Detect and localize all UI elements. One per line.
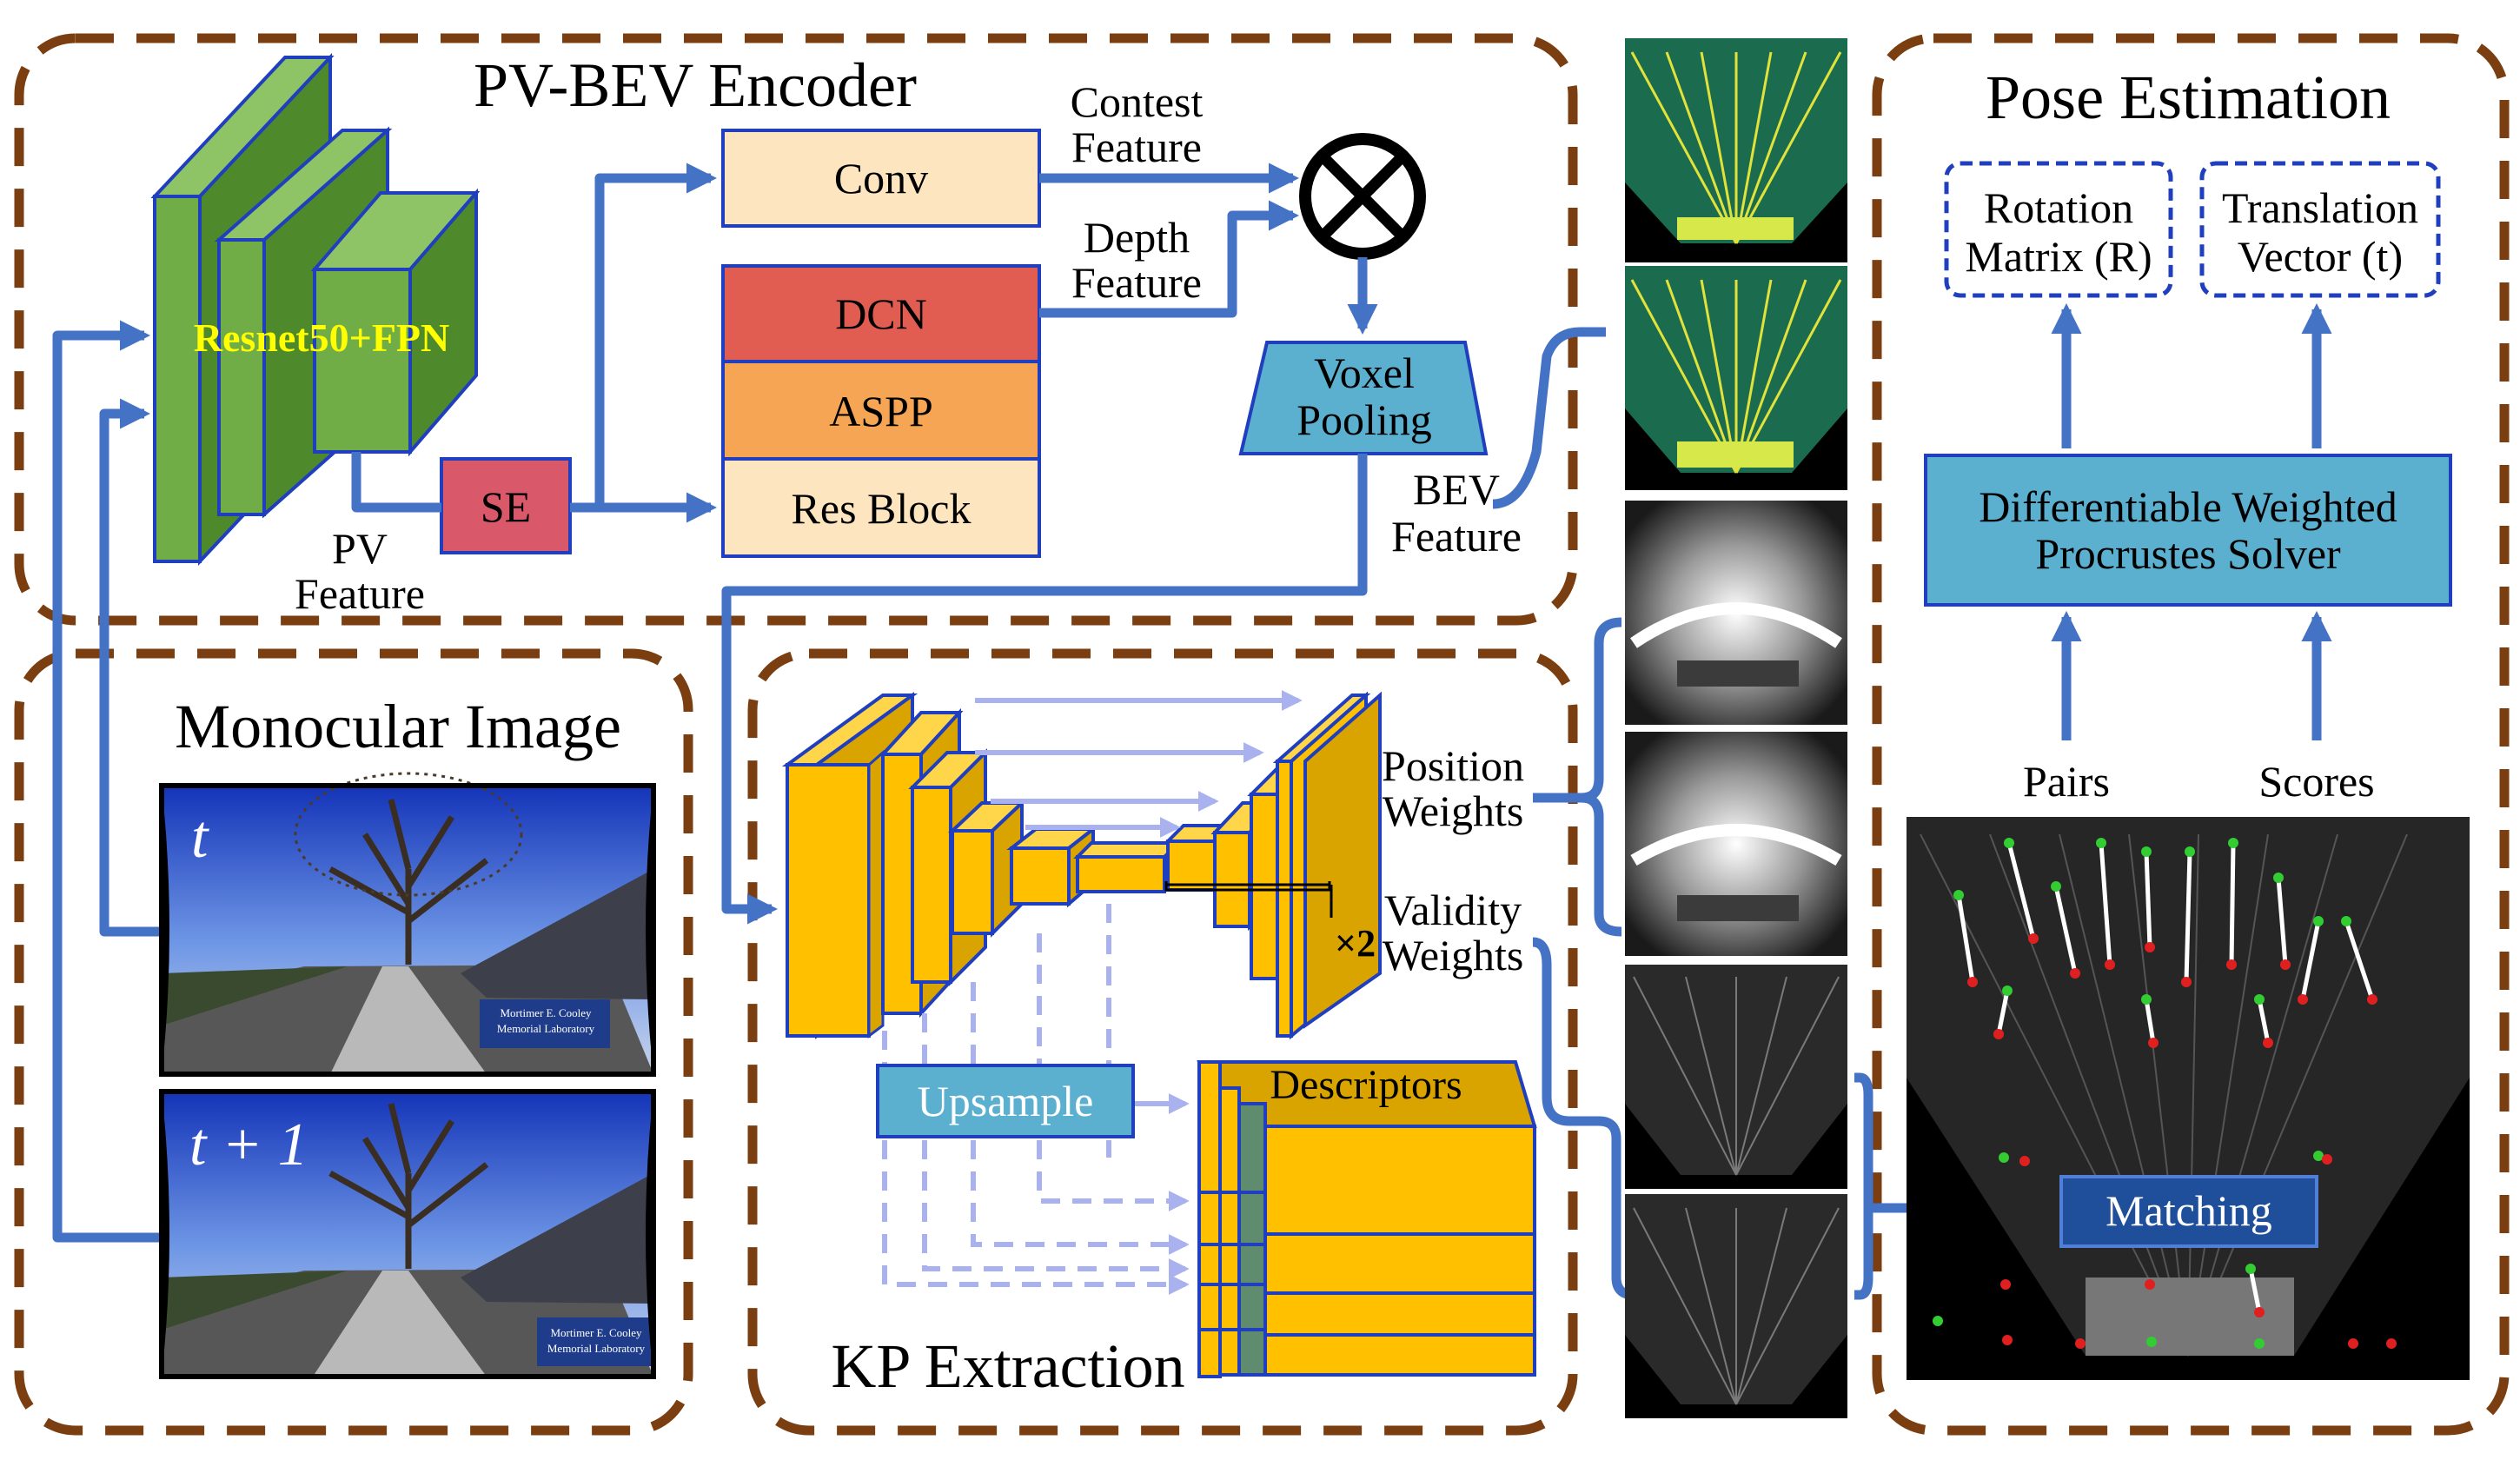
- dashed-feed-5: [1106, 904, 1111, 1069]
- arrow-se-to-conv: [570, 163, 718, 513]
- resblock-block: [721, 457, 1041, 558]
- dashed-feed-1: [882, 1140, 1190, 1295]
- frame-t-label: t: [191, 804, 209, 871]
- aspp-label: ASPP: [829, 387, 933, 435]
- matching-block: [2059, 1175, 2318, 1248]
- resblock-label: Res Block: [792, 484, 972, 533]
- context-feature-label-1: Contest: [1071, 77, 1204, 126]
- translation-label-1: Translation: [2222, 183, 2418, 232]
- dcn-label: DCN: [835, 289, 927, 338]
- translation-label-2: Vector (t): [2238, 232, 2403, 281]
- descriptors-block: [1197, 1060, 1537, 1378]
- upsample-block: [876, 1064, 1135, 1138]
- dashed-feed-4: [1037, 933, 1185, 1201]
- bev-feature-label-1: BEV: [1413, 465, 1500, 514]
- depth-feature-label-1: Depth: [1084, 213, 1190, 262]
- bev-feature-image: [1625, 38, 1847, 490]
- position-connector-down: [1581, 793, 1622, 937]
- descriptors-label: Descriptors: [1270, 1062, 1462, 1108]
- sign-t-line1: Mortimer E. Cooley: [500, 1006, 592, 1019]
- road-scene-photo-t1: Mortimer E. Cooley Memorial Laboratory: [159, 1089, 656, 1379]
- pose-title: Pose Estimation: [1986, 63, 2391, 132]
- monocular-frame: [14, 648, 693, 1436]
- conv-block: [721, 129, 1041, 228]
- encoder-frame: [14, 33, 1578, 626]
- position-weights-label-2: Weights: [1383, 786, 1524, 835]
- matching-label: Matching: [2106, 1186, 2272, 1235]
- rotation-box: [1944, 161, 2173, 298]
- position-weights-label-1: Position: [1382, 741, 1524, 790]
- arrow-dcn-to-multiply: [1039, 200, 1300, 318]
- rotation-label-2: Matrix (R): [1965, 232, 2152, 281]
- depth-feature-label-2: Feature: [1071, 258, 1202, 307]
- validity-bracket: [1854, 1072, 1873, 1300]
- dashed-feed-2: [922, 1013, 1185, 1269]
- se-block: [440, 457, 572, 554]
- kp-title: KP Extraction: [831, 1331, 1184, 1401]
- pose-frame: [1872, 33, 2510, 1436]
- voxel-pooling-block: [1238, 341, 1489, 455]
- validity-weights-label-2: Weights: [1383, 931, 1524, 979]
- voxel-label-1: Voxel: [1314, 348, 1415, 397]
- upsample-label: Upsample: [918, 1077, 1094, 1125]
- validity-connector: [1532, 937, 1635, 1300]
- unet-encoder-decoder: [781, 691, 1382, 1040]
- sign-t1-line2: Memorial Laboratory: [547, 1342, 646, 1355]
- arrow-image-t-to-backbone: [99, 398, 162, 937]
- arrow-backbone-to-se: [351, 452, 441, 513]
- procrustes-solver-block: [1924, 454, 2452, 607]
- context-feature-label-2: Feature: [1071, 123, 1202, 171]
- backbone-label: Resnet50+FPN: [194, 315, 450, 360]
- pv-feature-label-1: PV: [332, 524, 388, 573]
- matching-points-image: [1907, 817, 2470, 1380]
- pv-feature-label-2: Feature: [295, 569, 425, 618]
- monocular-title: Monocular Image: [175, 692, 621, 761]
- frame-t1-label: t + 1: [189, 1112, 308, 1178]
- conv-label: Conv: [834, 154, 928, 202]
- resnet-backbone: Resnet50+FPN: [150, 52, 481, 567]
- sign-t-line2: Memorial Laboratory: [497, 1022, 595, 1035]
- kp-frame: [747, 648, 1578, 1436]
- se-label: SE: [481, 482, 531, 531]
- arrow-image-t1-to-backbone: [52, 320, 162, 1243]
- rotation-label-1: Rotation: [1984, 183, 2133, 232]
- voxel-label-2: Pooling: [1296, 395, 1432, 444]
- bev-feature-connector: [1492, 327, 1606, 509]
- bev-feature-label-2: Feature: [1391, 512, 1522, 561]
- aspp-block: [721, 360, 1041, 461]
- sign-t1-line1: Mortimer E. Cooley: [550, 1326, 642, 1339]
- encoder-title: PV-BEV Encoder: [474, 50, 917, 120]
- times2-label: ×2: [1335, 922, 1376, 965]
- pairs-label: Pairs: [2023, 757, 2110, 806]
- position-weights-image: [1625, 501, 1847, 956]
- solver-label-2: Procrustes Solver: [2035, 529, 2341, 578]
- dashed-feed-3: [971, 982, 1185, 1244]
- validity-weights-image: [1625, 965, 1847, 1418]
- validity-weights-label-1: Validity: [1384, 886, 1522, 934]
- arrow-voxel-to-unet: [721, 454, 1368, 925]
- multiply-circle-icon: [1299, 133, 1426, 260]
- road-scene-photo-t: Mortimer E. Cooley Memorial Laboratory: [159, 772, 656, 1077]
- scores-label: Scores: [2258, 757, 2374, 806]
- translation-box: [2199, 161, 2441, 298]
- solver-label-1: Differentiable Weighted: [1979, 482, 2397, 531]
